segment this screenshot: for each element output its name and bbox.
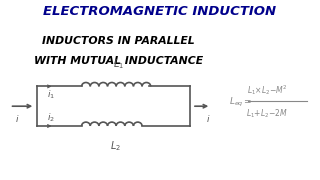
- Text: $L_1{+}L_2{-}2M$: $L_1{+}L_2{-}2M$: [246, 107, 288, 120]
- Text: ELECTROMAGNETIC INDUCTION: ELECTROMAGNETIC INDUCTION: [44, 5, 276, 18]
- Text: $L_2$: $L_2$: [110, 140, 121, 153]
- Text: $i_2$: $i_2$: [47, 112, 55, 124]
- Text: $i_1$: $i_1$: [47, 88, 55, 101]
- Text: WITH MUTUAL INDUCTANCE: WITH MUTUAL INDUCTANCE: [34, 56, 203, 66]
- Text: INDUCTORS IN PARALLEL: INDUCTORS IN PARALLEL: [42, 36, 195, 46]
- Text: $i$: $i$: [15, 113, 20, 124]
- Text: $i$: $i$: [206, 113, 210, 124]
- Text: $L_{eq}=$: $L_{eq}=$: [229, 96, 252, 109]
- Text: $L_1$: $L_1$: [113, 57, 124, 71]
- Text: $L_1{\times}L_2{-}M^2$: $L_1{\times}L_2{-}M^2$: [247, 83, 288, 97]
